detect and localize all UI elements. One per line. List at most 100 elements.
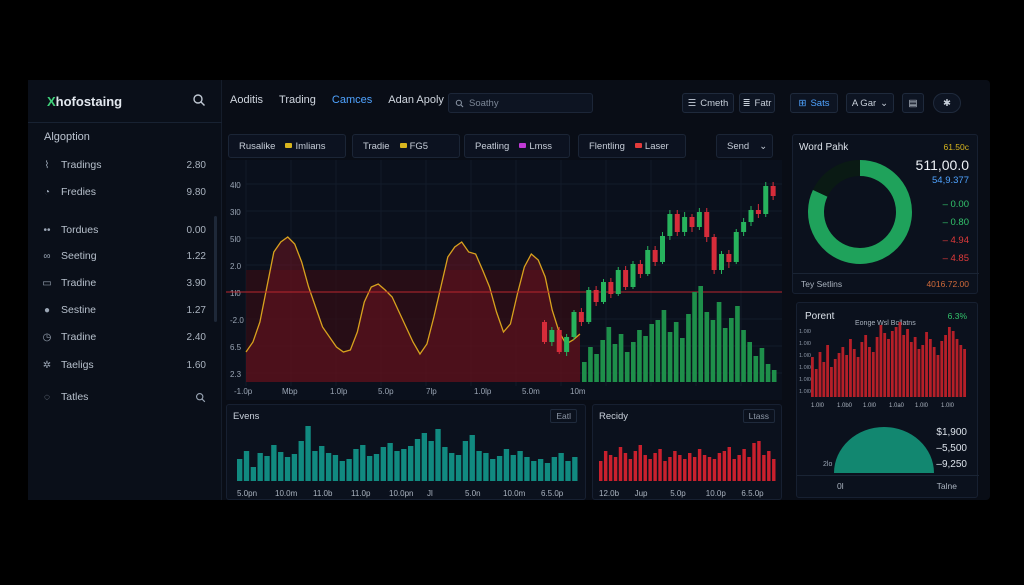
fatr-button[interactable]: ≣ Fatr (739, 93, 775, 113)
app-logo[interactable]: Xhofostaing (47, 94, 123, 109)
bar (613, 457, 618, 481)
bar (658, 449, 662, 481)
bar (894, 327, 898, 397)
sidebar-divider (28, 122, 222, 123)
volume-bar (673, 322, 679, 382)
stat-number: 0.00 (950, 199, 970, 210)
tab-peatling[interactable]: Peatling Lmss (464, 134, 570, 158)
bar (237, 459, 243, 481)
gear-icon: ✱ (943, 97, 951, 109)
gear-icon: ✲ (42, 359, 52, 371)
search-icon[interactable] (192, 93, 206, 107)
tab-flentling[interactable]: Flentling Laser (578, 134, 686, 158)
foot-left: Tey Setlins (801, 279, 843, 289)
grid-icon: ⊞ (798, 97, 807, 109)
fatr-label: Fatr (754, 97, 772, 109)
sidebar-item-tradine[interactable]: ▭ Tradine 3.90 (40, 274, 206, 292)
bar (883, 333, 887, 397)
volume-bar (771, 370, 777, 382)
volume-bar (765, 364, 771, 382)
x-tick-label: Jup (635, 489, 648, 498)
tab-rusalike[interactable]: Rusalike Imlians (228, 134, 346, 158)
bar (845, 355, 849, 397)
sidebar-scrollbar[interactable] (214, 216, 217, 322)
tab-tag-label: Imlians (295, 140, 326, 152)
settings-button[interactable]: ✱ (933, 93, 961, 113)
bar (898, 322, 902, 397)
bar (932, 347, 936, 397)
tab-tradie[interactable]: Tradie FG5 (352, 134, 460, 158)
send-dropdown[interactable]: Send ⌄ (716, 134, 773, 158)
donut-chart[interactable] (805, 157, 915, 267)
bar (747, 457, 751, 481)
gauge-chart (834, 427, 934, 473)
bar (837, 353, 841, 397)
nav-item-adan-apoly[interactable]: Adan Apoly (388, 94, 444, 106)
bar (772, 459, 776, 481)
recidy-button[interactable]: Ltass (742, 409, 775, 423)
bar (917, 349, 921, 397)
volume-bar (722, 328, 728, 382)
sidebar-item-seeting[interactable]: ∞ Seeting 1.22 (40, 247, 206, 265)
bar (697, 449, 702, 481)
bar (537, 459, 544, 481)
bar (683, 459, 687, 481)
stat-value: – 4.94 (943, 235, 969, 246)
bar (864, 335, 868, 397)
menu-icon: ☰ (687, 97, 697, 109)
bar (906, 329, 909, 397)
bar (921, 345, 925, 397)
bar (305, 426, 311, 481)
bar (732, 459, 736, 481)
sidebar-item-tradings[interactable]: ⌇ Tradings 2.80 (40, 156, 206, 174)
bar (319, 446, 325, 481)
bar (947, 327, 951, 397)
card-icon: ▭ (42, 277, 52, 289)
sidebar-item-tradine[interactable]: ◷ Tradine 2.40 (40, 328, 206, 346)
sidebar-item-taeligs[interactable]: ✲ Taeligs 1.60 (40, 356, 206, 374)
search-input[interactable]: Soathy (448, 93, 593, 113)
layers-icon: ▤ (908, 97, 918, 109)
nav-item-camces[interactable]: Camces (331, 94, 373, 106)
evens-title: Evens (233, 411, 260, 422)
evens-button[interactable]: Eatl (550, 409, 577, 423)
gauge-low: 2lo (823, 461, 833, 468)
tab-tag: FG5 (399, 141, 428, 152)
sidebar-item-value: 9.80 (186, 186, 206, 198)
sidebar-item-label: Tradine (61, 331, 97, 343)
bar (742, 449, 746, 481)
bar (849, 339, 852, 397)
word-pahk-panel: Word Pahk 61.50c 511,00.0 54,9.377 – 0.0… (792, 134, 979, 294)
sidebar-item-tordues[interactable]: •• Tordues 0.00 (40, 221, 206, 239)
clock-icon: ◷ (42, 331, 52, 343)
nav-item-trading[interactable]: Trading (279, 94, 316, 106)
bar (291, 454, 298, 481)
agar-dropdown[interactable]: A Gar ⌄ (846, 93, 894, 113)
nav-item-aoditis[interactable]: Aoditis (230, 94, 264, 106)
bar (373, 454, 380, 481)
volume-bar (612, 344, 618, 382)
volume-bar (704, 312, 710, 382)
sidebar-item-sestine[interactable]: ● Sestine 1.27 (40, 301, 206, 319)
volume-bar (716, 302, 722, 382)
bar (653, 453, 657, 481)
bar (643, 455, 647, 481)
layout-button[interactable]: ▤ (902, 93, 924, 113)
bar (449, 453, 455, 481)
bar (599, 461, 603, 481)
sidebar-item-tatles[interactable]: ◌ Tatles (40, 388, 206, 406)
sidebar-item-label: Tordues (61, 224, 99, 236)
y-tick-label: -2.0 (230, 316, 244, 325)
candle-body (763, 186, 769, 214)
bar (737, 455, 741, 481)
send-label: Send (727, 140, 750, 152)
volume-bar (710, 320, 716, 382)
main-price-chart[interactable]: 4l0 3l0 5l0 2.0 1l0 -2.0 6.5 2.3 -1.0p Mbp 1.0lp 5.… (226, 160, 782, 400)
sidebar-item-fredies[interactable]: ◔ Fredies 9.80 (40, 183, 206, 201)
sats-button[interactable]: ⊞ Sats (790, 93, 838, 113)
search-icon[interactable] (195, 392, 206, 403)
y-tick-label: 5l0 (230, 235, 241, 244)
cmeth-button[interactable]: ☰ Cmeth (682, 93, 734, 113)
bar (722, 451, 727, 481)
x-tick-label: 1.0l0 (863, 403, 877, 409)
